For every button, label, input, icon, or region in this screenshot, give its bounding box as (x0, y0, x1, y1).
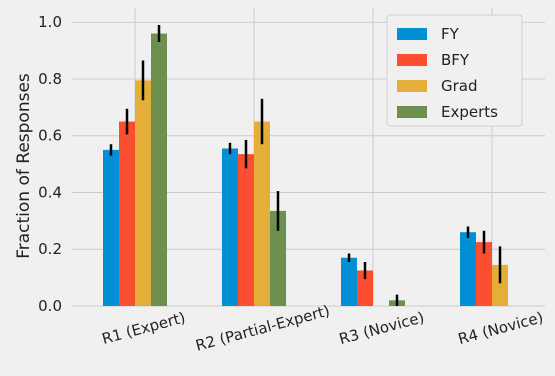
legend-box (386, 14, 523, 127)
legend-swatch-grad (397, 80, 427, 92)
legend-label-bfy: BFY (441, 51, 470, 69)
legend-items: FY BFY Grad Experts (397, 25, 498, 121)
x-tick-label: R1 (Expert) (100, 308, 187, 348)
y-tick-label: 0.8 (38, 70, 62, 88)
bars (103, 33, 508, 307)
y-axis-label: Fraction of Responses (14, 73, 34, 259)
y-tick-label: 0.4 (38, 183, 62, 201)
y-tick-label: 0.6 (38, 127, 62, 145)
y-tick-label: 0.2 (38, 240, 62, 258)
legend: FY BFY Grad Experts (386, 14, 523, 127)
bar-bfy-3 (476, 242, 492, 306)
bar-fy-2 (341, 257, 357, 306)
bar-grad-1 (254, 121, 270, 307)
legend-label-experts: Experts (441, 103, 498, 121)
bar-grad-0 (135, 80, 151, 306)
bar-fy-3 (460, 232, 476, 306)
legend-label-grad: Grad (441, 77, 478, 95)
y-tick-label: 1.0 (38, 13, 62, 31)
legend-swatch-bfy (397, 54, 427, 66)
y-tick-label: 0.0 (38, 297, 62, 315)
bar-experts-0 (151, 33, 167, 307)
error-bars (109, 25, 502, 306)
bar-experts-1 (270, 210, 286, 306)
bar-fy-1 (222, 148, 238, 306)
bar-bfy-2 (357, 270, 373, 306)
x-tick-label: R3 (Novice) (337, 308, 426, 348)
x-tick-label: R2 (Partial-Expert) (194, 302, 332, 355)
bar-bfy-0 (119, 121, 135, 307)
legend-label-fy: FY (441, 25, 460, 43)
bar-bfy-1 (238, 154, 254, 306)
bar-grad-3 (492, 264, 508, 306)
y-tick-labels: 0.0 0.2 0.4 0.6 0.8 1.0 (38, 13, 62, 315)
bar-fy-0 (103, 149, 119, 306)
x-tick-labels: R1 (Expert) R2 (Partial-Expert) R3 (Novice… (100, 302, 545, 355)
legend-swatch-experts (397, 106, 427, 118)
x-tick-label: R4 (Novice) (456, 308, 545, 348)
legend-swatch-fy (397, 28, 427, 40)
